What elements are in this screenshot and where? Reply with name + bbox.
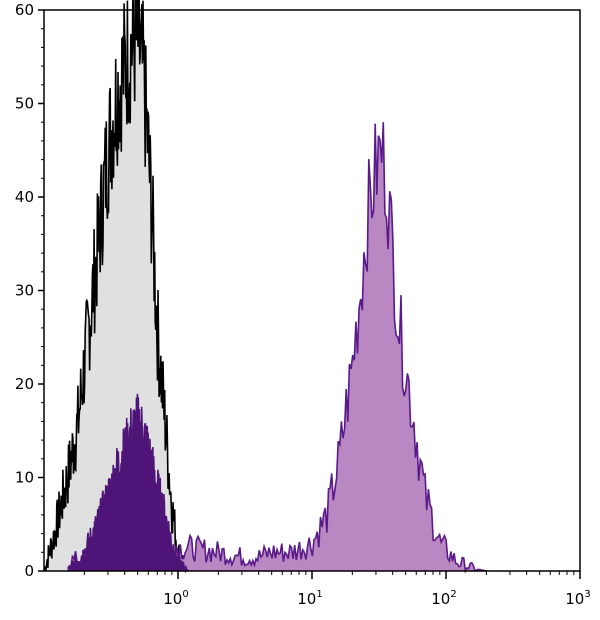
plot-area bbox=[43, 0, 487, 574]
y-tick-label: 40 bbox=[15, 188, 34, 206]
stained-histogram-fill bbox=[67, 122, 487, 571]
y-tick-label: 50 bbox=[15, 95, 34, 113]
low-population-histogram-outline bbox=[67, 393, 190, 574]
control-histogram bbox=[43, 0, 190, 572]
y-tick-label: 10 bbox=[15, 469, 34, 487]
x-tick-label: 101 bbox=[297, 589, 322, 608]
control-histogram-outline bbox=[43, 0, 190, 572]
x-tick-label: 100 bbox=[163, 589, 188, 608]
x-tick-label: 102 bbox=[431, 589, 456, 608]
y-tick-label: 60 bbox=[15, 1, 34, 19]
low-population-histogram-fill bbox=[67, 393, 189, 571]
x-tick-label: 103 bbox=[565, 589, 590, 608]
y-tick-label: 20 bbox=[15, 375, 34, 393]
y-tick-label: 30 bbox=[15, 282, 34, 300]
control-histogram-fill bbox=[44, 0, 189, 571]
axes: 0 10 20 30 40 50 60 100 101 102 103 bbox=[15, 1, 591, 608]
low-population-histogram bbox=[67, 393, 190, 574]
y-tick-label: 0 bbox=[24, 562, 34, 580]
